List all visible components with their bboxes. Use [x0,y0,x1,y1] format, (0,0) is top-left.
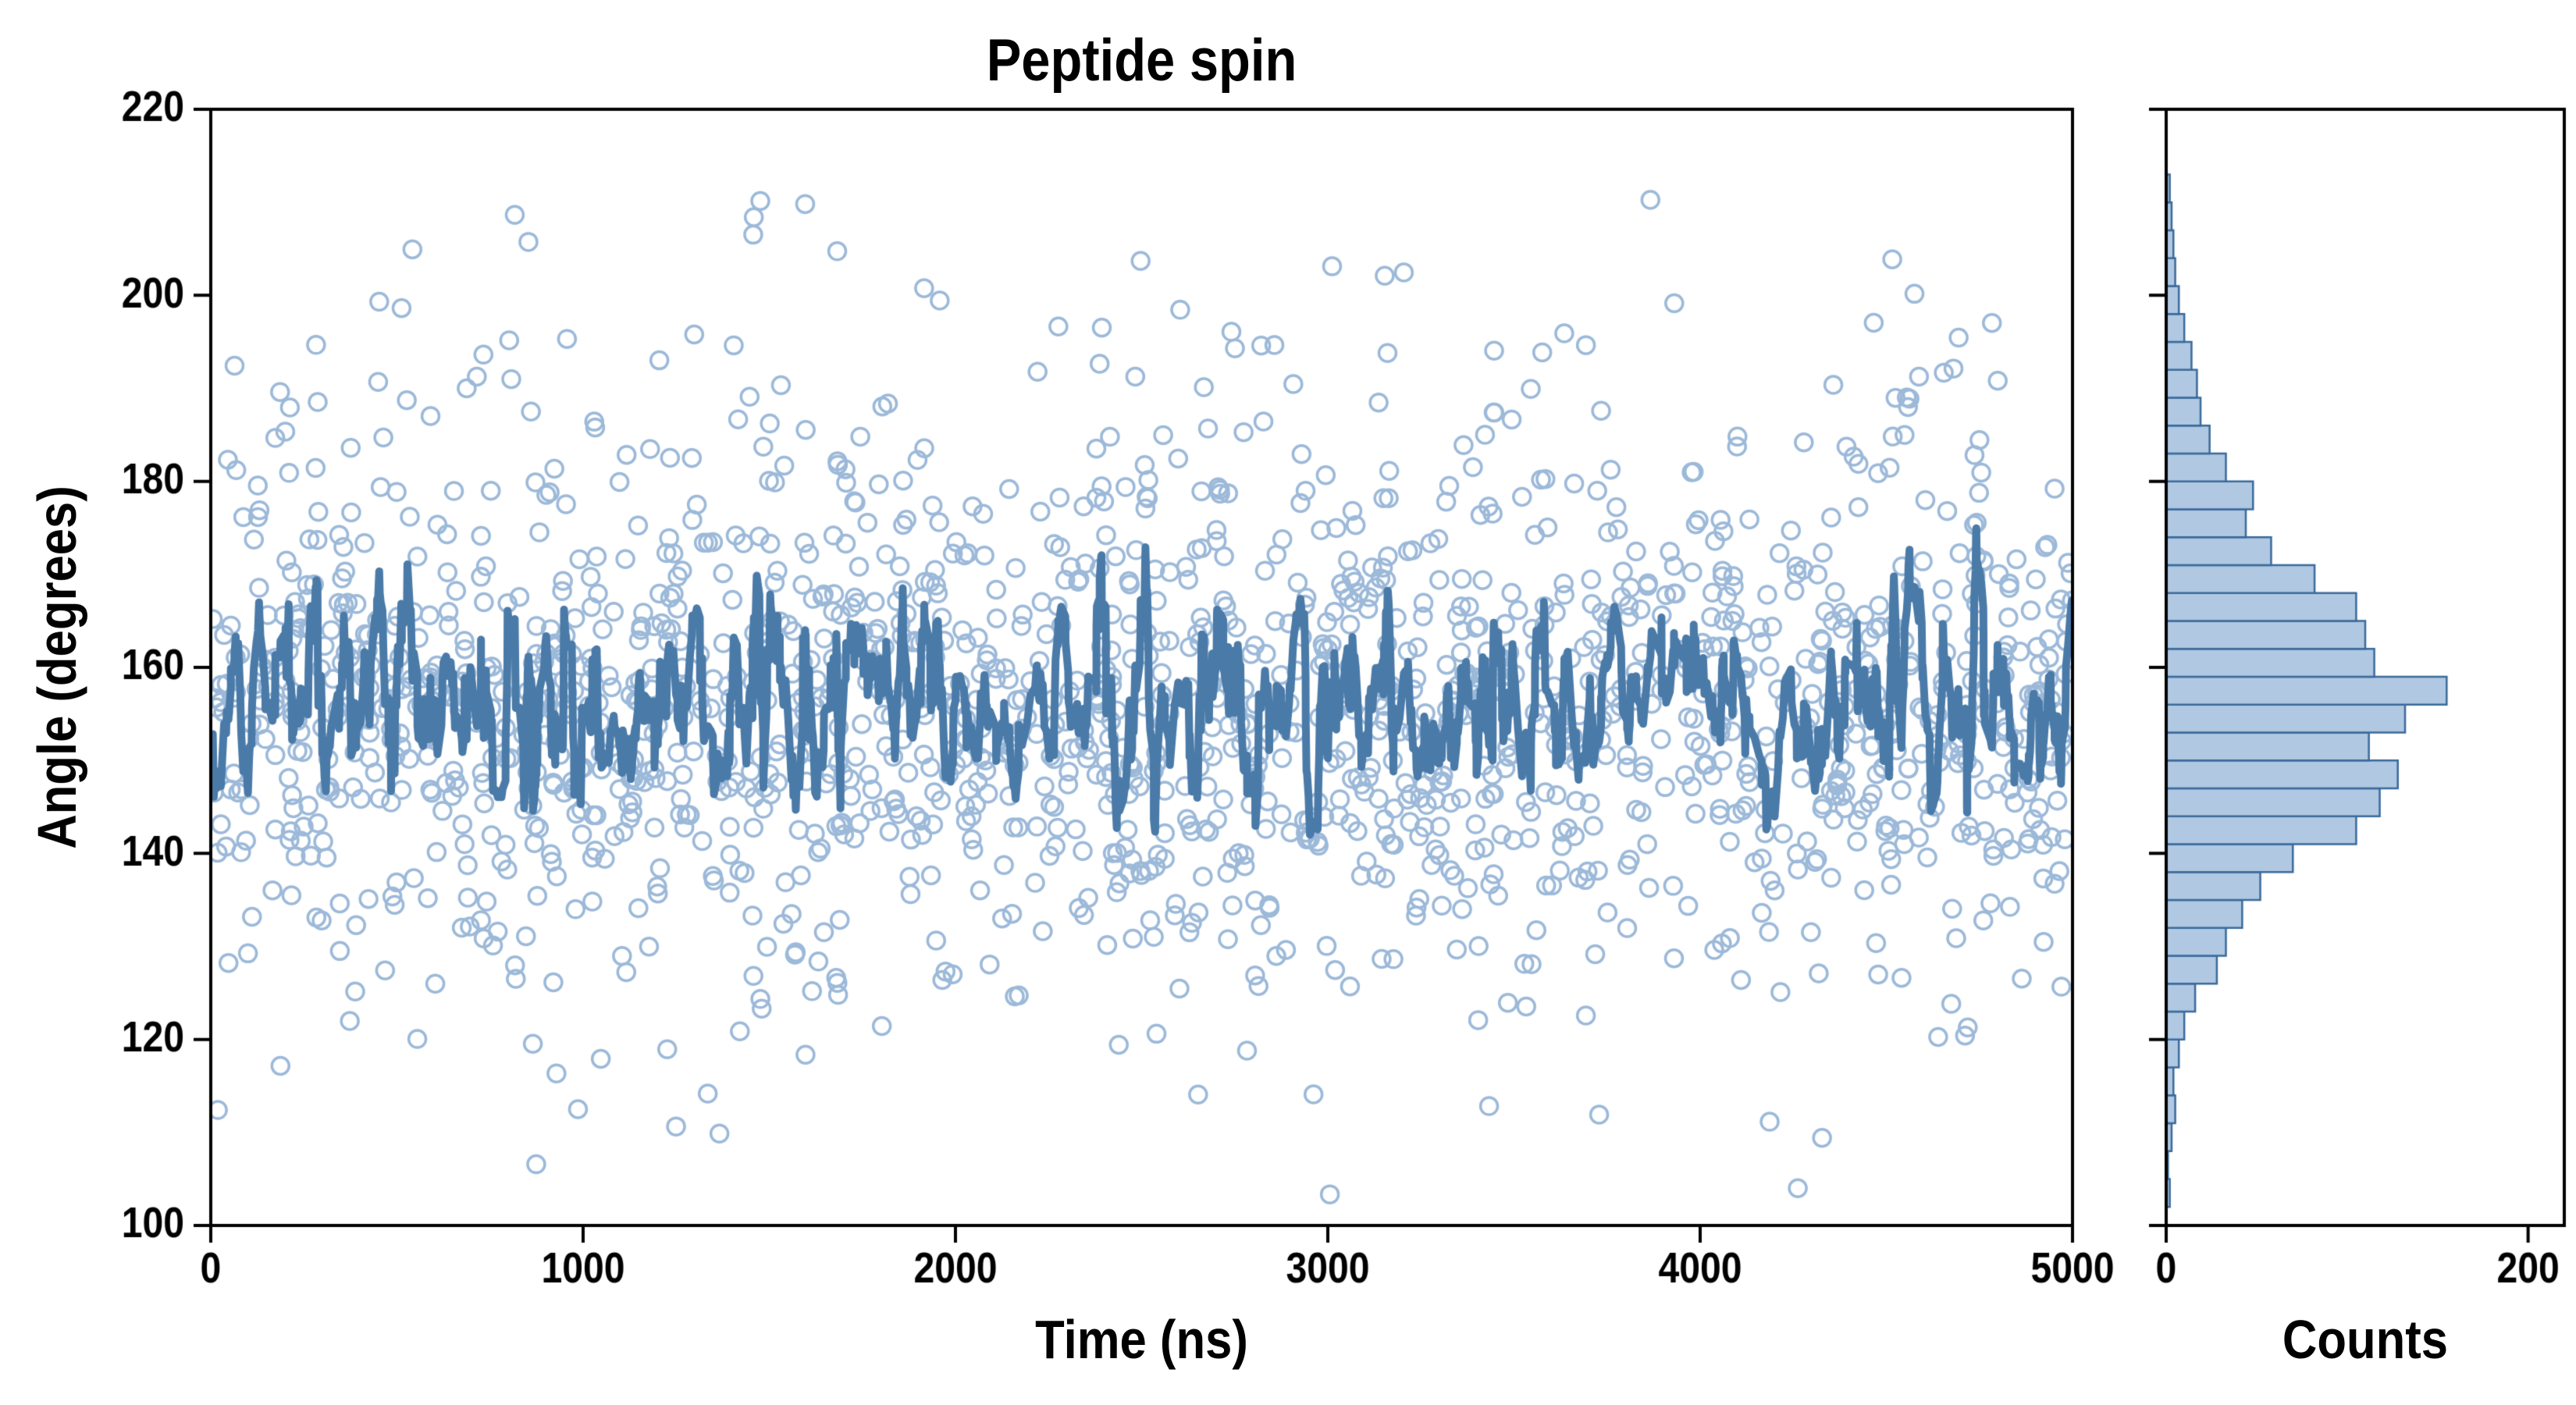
hist-axis-label: Counts [2282,1309,2449,1370]
x-axis-label: Time (ns) [1035,1309,1248,1370]
y-axis-label: Angle (degrees) [27,486,87,849]
chart-title: Peptide spin [986,27,1297,94]
